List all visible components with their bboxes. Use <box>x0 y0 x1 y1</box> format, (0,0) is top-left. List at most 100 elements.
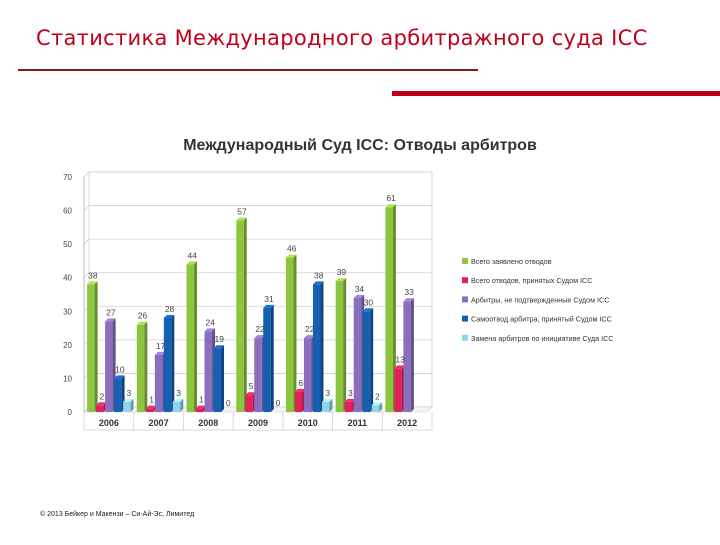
bar-side <box>320 281 324 412</box>
bar-top <box>204 328 216 332</box>
bar-side <box>180 398 184 412</box>
bar-top <box>371 402 383 406</box>
copyright-footer: © 2013 Бейкер и Макензи – Си-Ай-Эс, Лими… <box>40 511 195 518</box>
bar-top <box>303 335 315 339</box>
data-label: 22 <box>255 324 265 334</box>
bar <box>145 408 154 412</box>
x-tick-label: 2011 <box>348 418 368 428</box>
bar-top <box>245 392 256 396</box>
y-tick-label: 20 <box>63 341 72 350</box>
bar-side <box>379 402 383 412</box>
bar <box>136 324 145 412</box>
slide-title: Статистика Международного арбитражного с… <box>36 26 648 50</box>
bar-side <box>194 261 198 412</box>
legend-label: Всего заявлено отводов <box>471 257 552 266</box>
data-label: 34 <box>355 284 365 294</box>
y-tick-label: 30 <box>63 307 72 316</box>
gridline-diagonal <box>83 238 90 245</box>
data-label: 13 <box>395 354 405 364</box>
data-label: 2 <box>375 391 380 401</box>
data-label: 6 <box>298 378 303 388</box>
x-tick-label: 2010 <box>298 418 318 428</box>
bar-top <box>163 315 175 318</box>
bar-top <box>195 405 207 409</box>
bar <box>394 368 402 412</box>
bar <box>213 348 222 412</box>
data-label: 0 <box>276 398 281 408</box>
bar-top <box>263 304 274 308</box>
data-label: 0 <box>226 398 231 408</box>
data-label: 57 <box>237 207 247 217</box>
bar-top <box>145 405 157 409</box>
bar-top <box>87 281 98 285</box>
data-label: 5 <box>249 381 254 391</box>
bar-top <box>385 204 396 208</box>
chart-bars <box>87 204 414 412</box>
bar-top <box>186 261 198 265</box>
bar-top <box>254 335 265 339</box>
bar-top <box>335 278 347 282</box>
bar-side <box>171 315 175 412</box>
bar-top <box>123 398 134 402</box>
chart-data-labels: 3822710326117283441241905752231046622383… <box>88 193 414 408</box>
bar-top <box>136 321 148 325</box>
y-tick-label: 0 <box>68 408 73 417</box>
data-label: 2 <box>99 391 104 401</box>
bar-top <box>403 298 414 302</box>
data-label: 46 <box>287 244 297 254</box>
data-label: 31 <box>264 294 274 304</box>
bar <box>163 318 172 412</box>
bar-top <box>114 375 125 379</box>
data-label: 30 <box>364 297 374 307</box>
bar <box>285 257 294 412</box>
legend-swatch <box>462 296 468 303</box>
x-tick-label: 2008 <box>198 418 218 428</box>
data-label: 3 <box>325 388 330 398</box>
bar <box>403 301 411 412</box>
bar-side <box>130 398 134 412</box>
data-label: 3 <box>176 388 181 398</box>
data-label: 39 <box>337 267 347 277</box>
bar <box>362 311 371 412</box>
legend-swatch <box>462 334 468 341</box>
x-tick-label: 2006 <box>99 418 119 428</box>
bar-top <box>236 217 247 221</box>
data-label: 24 <box>206 317 216 327</box>
bar <box>154 354 163 412</box>
bar <box>245 395 253 412</box>
data-label: 38 <box>88 270 98 280</box>
data-label: 3 <box>348 388 353 398</box>
bar-side <box>144 321 148 412</box>
gridline-diagonal <box>83 205 90 211</box>
bar-side <box>370 308 374 412</box>
bar-side <box>221 345 225 412</box>
legend-label: Всего отводов, принятых Судом ICC <box>471 276 592 285</box>
data-label: 1 <box>199 395 204 405</box>
bar <box>204 331 213 412</box>
data-label: 17 <box>156 341 166 351</box>
data-label: 26 <box>138 311 148 321</box>
legend-label: Замена арбитров по инициативе Суда ICC <box>471 334 613 343</box>
bar <box>294 391 303 412</box>
bar <box>96 405 104 412</box>
bar <box>195 408 204 412</box>
bar <box>236 220 244 412</box>
bar <box>312 284 321 412</box>
bar-side <box>270 304 274 412</box>
legend-swatch <box>462 258 468 264</box>
bar-side <box>392 204 396 412</box>
y-tick-label: 60 <box>63 207 72 216</box>
bar-side <box>243 217 247 412</box>
legend-swatch <box>462 277 468 284</box>
bar-top <box>394 365 405 369</box>
bar <box>303 338 312 412</box>
bar-side <box>94 281 98 412</box>
bar <box>353 297 362 412</box>
data-label: 61 <box>386 193 396 203</box>
data-label: 28 <box>165 304 175 314</box>
bar-top <box>172 398 184 402</box>
bar-top <box>344 398 356 402</box>
legend-swatch <box>462 315 468 322</box>
